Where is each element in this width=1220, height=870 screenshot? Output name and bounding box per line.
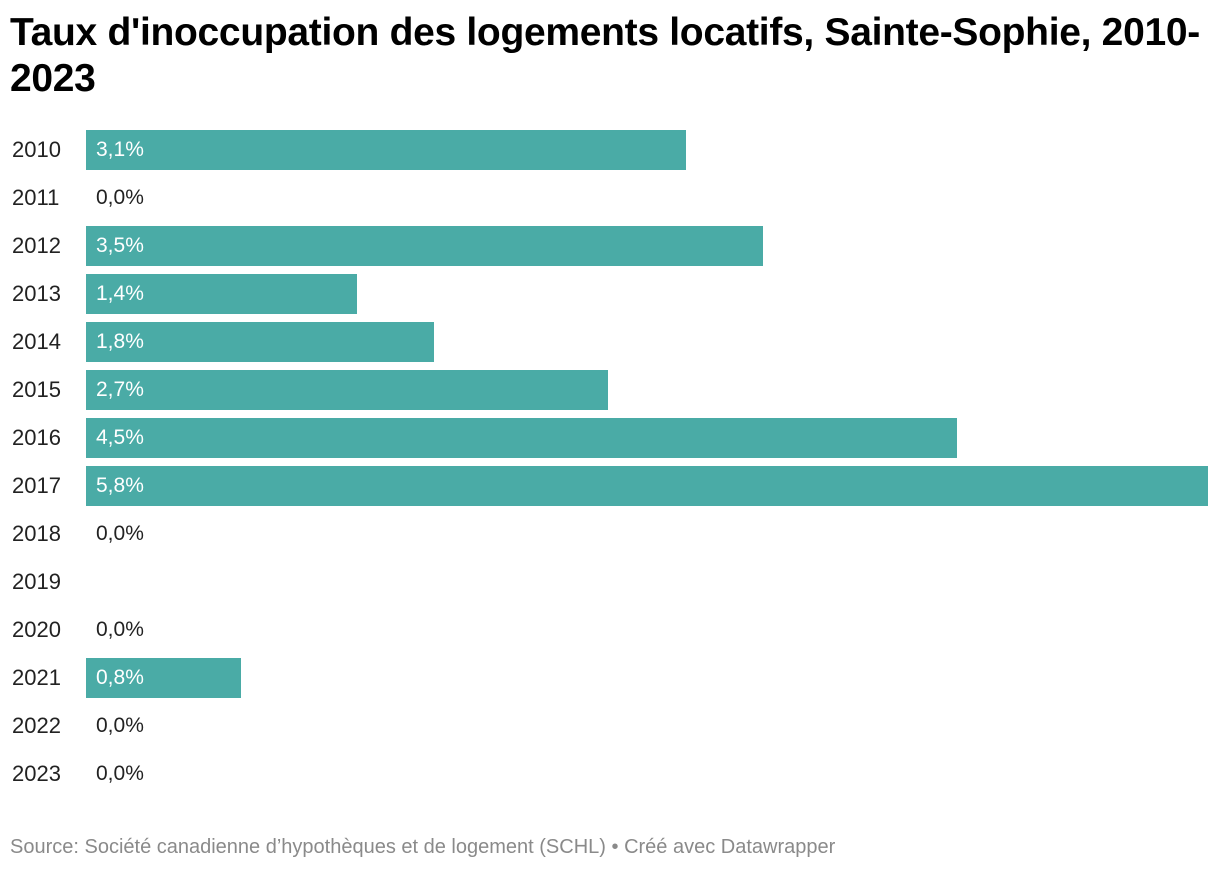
category-label: 2010 bbox=[12, 137, 61, 162]
bar-row-2017: 2017 5,8% bbox=[0, 466, 1220, 506]
value-label: 0,8% bbox=[96, 666, 144, 689]
source-note: Source: Société canadienne d’hypothèques… bbox=[10, 836, 606, 858]
category-label: 2015 bbox=[12, 377, 61, 402]
bar-row-2018: 2018 0,0% bbox=[0, 514, 1220, 554]
bar bbox=[86, 226, 763, 266]
bar-row-2020: 2020 0,0% bbox=[0, 610, 1220, 650]
value-label: 4,5% bbox=[96, 426, 144, 449]
bar bbox=[86, 130, 686, 170]
bar bbox=[86, 322, 434, 362]
category-label: 2011 bbox=[12, 185, 60, 210]
value-label: 1,4% bbox=[96, 282, 144, 305]
footer-separator: • bbox=[611, 836, 619, 858]
value-label: 0,0% bbox=[96, 618, 144, 641]
category-label: 2020 bbox=[12, 617, 61, 642]
bar-row-2013: 2013 1,4% bbox=[0, 274, 1220, 314]
bar bbox=[86, 274, 357, 314]
chart-title: Taux d'inoccupation des logements locati… bbox=[10, 11, 1200, 100]
bar-row-2023: 2023 0,0% bbox=[0, 754, 1220, 794]
category-label: 2021 bbox=[12, 665, 61, 690]
bar-row-2011: 2011 0,0% bbox=[0, 178, 1220, 218]
category-label: 2017 bbox=[12, 473, 61, 498]
bar-row-2022: 2022 0,0% bbox=[0, 706, 1220, 746]
category-label: 2014 bbox=[12, 329, 61, 354]
credit-link[interactable]: Créé avec Datawrapper bbox=[624, 836, 836, 858]
category-label: 2023 bbox=[12, 761, 61, 786]
category-label: 2019 bbox=[12, 569, 61, 594]
bar bbox=[86, 370, 608, 410]
value-label: 0,0% bbox=[96, 522, 144, 545]
category-label: 2013 bbox=[12, 281, 61, 306]
category-label: 2018 bbox=[12, 521, 61, 546]
value-label: 2,7% bbox=[96, 378, 144, 401]
bar-row-2016: 2016 4,5% bbox=[0, 418, 1220, 458]
bar bbox=[86, 466, 1208, 506]
category-label: 2016 bbox=[12, 425, 61, 450]
bar-row-2021: 2021 0,8% bbox=[0, 658, 1220, 698]
bar-row-2015: 2015 2,7% bbox=[0, 370, 1220, 410]
bar-row-2019: 2019 bbox=[0, 562, 1220, 602]
value-label: 0,0% bbox=[96, 714, 144, 737]
chart-footer: Source: Société canadienne d’hypothèques… bbox=[10, 833, 835, 861]
bar bbox=[86, 658, 241, 698]
bar-row-2012: 2012 3,5% bbox=[0, 226, 1220, 266]
bar bbox=[86, 418, 957, 458]
bar-row-2010: 2010 3,1% bbox=[0, 130, 1220, 170]
bar-row-2014: 2014 1,8% bbox=[0, 322, 1220, 362]
category-label: 2022 bbox=[12, 713, 61, 738]
value-label: 5,8% bbox=[96, 474, 144, 497]
value-label: 3,1% bbox=[96, 138, 144, 161]
value-label: 3,5% bbox=[96, 234, 144, 257]
value-label: 1,8% bbox=[96, 330, 144, 353]
category-label: 2012 bbox=[12, 233, 61, 258]
value-label: 0,0% bbox=[96, 186, 144, 209]
value-label: 0,0% bbox=[96, 762, 144, 785]
